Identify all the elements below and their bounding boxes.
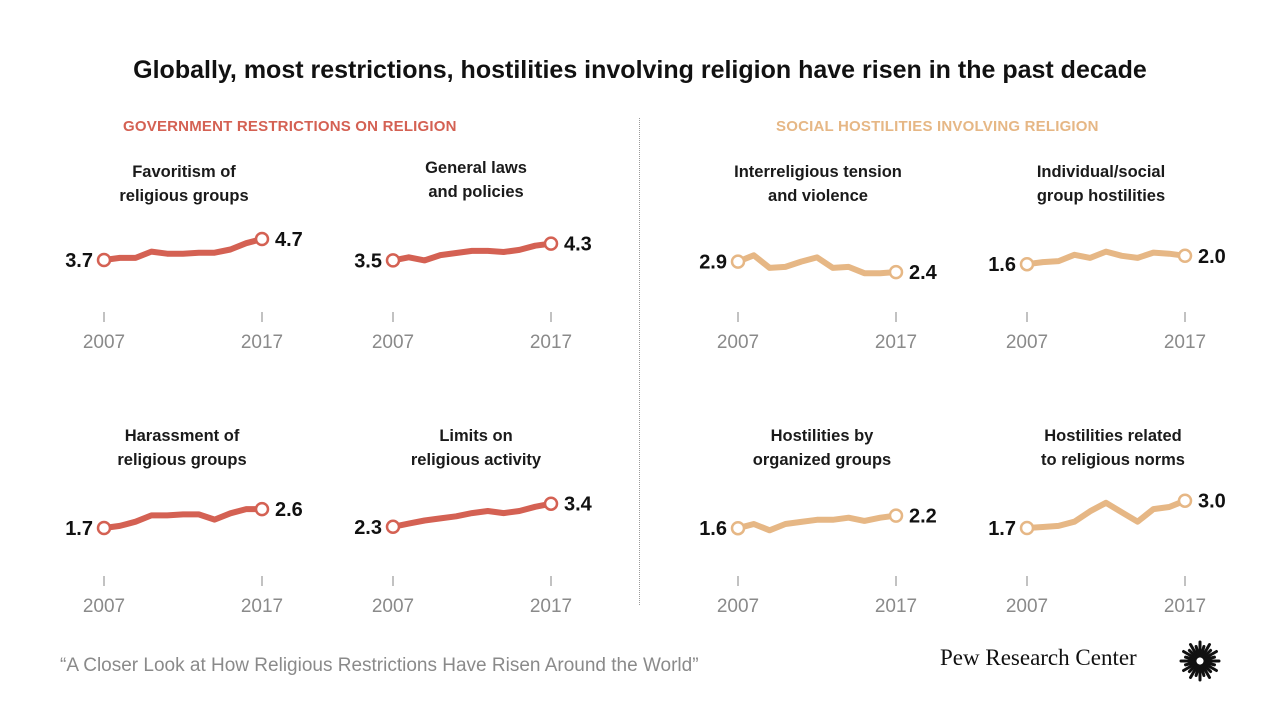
end-value-label: 4.3 (564, 234, 592, 256)
x-tick-label-start: 2007 (372, 596, 414, 617)
start-value-label: 2.3 (354, 517, 382, 539)
panel-title-limits: Limits on religious activity (410, 427, 542, 469)
line-chart-7: 1.7 3.0 2007 2017 (988, 491, 1226, 617)
line-chart-2: 1.7 2.6 2007 2017 (65, 499, 303, 617)
end-point-marker (543, 236, 559, 251)
x-tick-label-start: 2007 (717, 596, 759, 617)
start-point-marker (730, 520, 746, 536)
end-value-label: 2.4 (909, 262, 938, 284)
section-divider (639, 118, 640, 605)
panel-title-favoritism: Favoritism of religious groups (119, 163, 249, 205)
panel-title-organized-groups: Hostilities by organized groups (752, 427, 892, 469)
x-tick-label-end: 2017 (1164, 332, 1206, 353)
series-line (101, 506, 265, 531)
end-value-label: 3.4 (564, 494, 593, 516)
start-value-label: 1.7 (65, 518, 93, 540)
x-tick-label-start: 2007 (1006, 332, 1048, 353)
series-line (390, 240, 554, 264)
line-chart-5: 1.6 2.0 2007 2017 (988, 246, 1226, 353)
end-value-label: 2.6 (275, 499, 303, 521)
end-point-marker (1177, 493, 1193, 508)
end-point-marker (254, 501, 270, 517)
series-line (101, 236, 265, 263)
end-value-label: 3.0 (1198, 491, 1226, 513)
x-tick-label-end: 2017 (530, 332, 572, 353)
start-value-label: 3.5 (354, 250, 382, 272)
start-point-marker (1019, 256, 1035, 272)
end-point-marker (543, 496, 559, 511)
x-tick-label-start: 2007 (717, 332, 759, 353)
section-heading-government: GOVERNMENT RESTRICTIONS ON RELIGION (123, 118, 457, 135)
start-point-marker (96, 520, 112, 536)
series-line (390, 500, 554, 530)
start-point-marker (1019, 520, 1035, 536)
x-tick-label-end: 2017 (530, 596, 572, 617)
chart-title: Globally, most restrictions, hostilities… (133, 56, 1147, 84)
x-tick-label-end: 2017 (875, 596, 917, 617)
line-chart-4: 2.9 2.4 2007 2017 (699, 252, 937, 353)
panel-title-interreligious: Interreligious tension and violence (734, 163, 902, 205)
start-point-marker (385, 253, 401, 268)
line-chart-1: 3.5 4.3 2007 2017 (354, 234, 592, 353)
end-point-marker (1177, 248, 1193, 264)
section-heading-social: SOCIAL HOSTILITIES INVOLVING RELIGION (776, 118, 1099, 135)
x-tick-label-end: 2017 (875, 332, 917, 353)
end-value-label: 2.2 (909, 506, 937, 528)
start-value-label: 3.7 (65, 250, 93, 272)
end-value-label: 2.0 (1198, 246, 1226, 268)
panel-title-religious-norms: Hostilities related to religious norms (1041, 427, 1185, 469)
source-note: “A Closer Look at How Religious Restrict… (60, 655, 699, 676)
line-chart-3: 2.3 3.4 2007 2017 (354, 494, 592, 617)
line-chart-0: 3.7 4.7 2007 2017 (65, 229, 303, 353)
series-line (1024, 497, 1188, 531)
pew-logo-text: Pew Research Center (940, 645, 1137, 670)
start-value-label: 2.9 (699, 252, 727, 274)
end-point-marker (888, 508, 904, 523)
x-tick-label-start: 2007 (83, 596, 125, 617)
x-tick-label-end: 2017 (241, 332, 283, 353)
start-point-marker (96, 252, 112, 268)
x-tick-label-start: 2007 (83, 332, 125, 353)
panel-title-individual-social: Individual/social group hostilities (1036, 163, 1166, 205)
line-chart-6: 1.6 2.2 2007 2017 (699, 506, 937, 617)
pew-sunburst-icon (1179, 640, 1221, 682)
end-value-label: 4.7 (275, 229, 303, 251)
panel-title-harassment: Harassment of religious groups (117, 427, 247, 469)
panel-title-general-laws: General laws and policies (425, 159, 527, 201)
start-value-label: 1.6 (699, 518, 727, 540)
series-line (1024, 248, 1188, 268)
end-point-marker (888, 264, 904, 280)
x-tick-label-end: 2017 (241, 596, 283, 617)
end-point-marker (254, 231, 270, 247)
x-tick-label-start: 2007 (372, 332, 414, 353)
start-value-label: 1.6 (988, 254, 1016, 276)
start-point-marker (385, 519, 401, 535)
x-tick-label-end: 2017 (1164, 596, 1206, 617)
series-line (735, 512, 899, 534)
series-line (735, 252, 899, 277)
start-value-label: 1.7 (988, 518, 1016, 540)
start-point-marker (730, 254, 746, 269)
x-tick-label-start: 2007 (1006, 596, 1048, 617)
